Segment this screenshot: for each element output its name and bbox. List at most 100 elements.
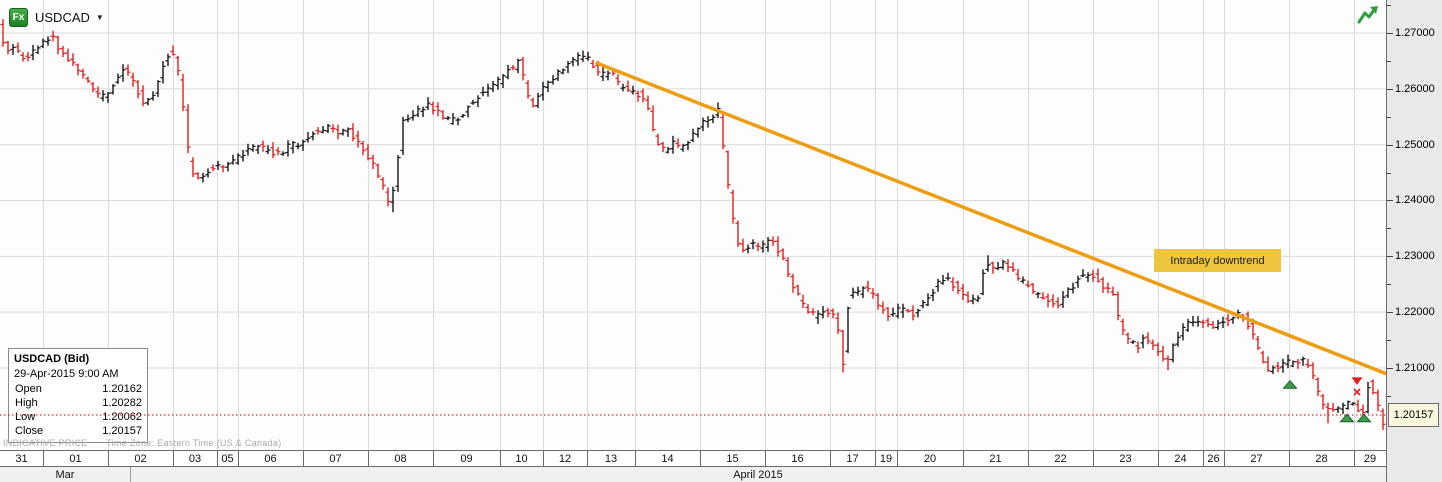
price-tick — [1387, 145, 1393, 146]
price-tick — [1387, 228, 1391, 229]
month-axis: Mar April 2015 — [0, 467, 1386, 482]
chevron-down-icon: ▼ — [95, 13, 104, 22]
day-label: 17 — [846, 452, 859, 465]
trend-arrow-button[interactable] — [1357, 4, 1381, 28]
downtrend-trendline[interactable] — [595, 61, 1386, 376]
day-label: 05 — [221, 452, 234, 465]
price-axis-label: 1.24000 — [1395, 194, 1435, 206]
day-label: 22 — [1054, 452, 1067, 465]
day-separator — [700, 451, 701, 466]
day-separator — [173, 451, 174, 466]
trendline-annotation-label[interactable]: Intraday downtrend — [1154, 249, 1281, 272]
price-axis[interactable]: 1.27000 1.26000 1.25000 1.24000 1.23000 1.220… — [1386, 0, 1442, 482]
price-axis-label: 1.23000 — [1395, 250, 1435, 262]
fx-icon: Fx — [9, 8, 28, 27]
day-separator — [108, 451, 109, 466]
down-triangle-marker — [1351, 377, 1363, 385]
green-zigzag-arrow-icon — [1357, 6, 1378, 24]
ohlc-row: High 1.20282 — [15, 397, 142, 409]
day-label: 12 — [558, 452, 572, 465]
day-label: 21 — [989, 452, 1002, 465]
ohlc-row: Close 1.20157 — [15, 425, 142, 437]
grid-layer — [0, 0, 1386, 450]
day-label: 20 — [923, 452, 937, 465]
day-label: 03 — [188, 452, 202, 465]
day-label: 08 — [394, 452, 407, 465]
up-triangle-marker — [1282, 379, 1298, 389]
tooltip-timestamp: 29-Apr-2015 9:00 AM — [14, 368, 119, 380]
price-tick — [1387, 200, 1393, 201]
day-label: 06 — [264, 452, 277, 465]
day-separator — [1224, 451, 1225, 466]
day-separator — [1289, 451, 1290, 466]
ohlc-row: Open 1.20162 — [15, 383, 142, 395]
day-separator — [43, 451, 44, 466]
day-separator — [368, 451, 369, 466]
day-separator — [433, 451, 434, 466]
date-axis[interactable]: 31 01 02 03 05 06 07 08 09 10 12 13 14 15 16 17 19 20 21 22… — [0, 450, 1386, 467]
price-tick — [1387, 340, 1391, 341]
day-separator — [875, 451, 876, 466]
day-separator — [217, 451, 218, 466]
price-axis-label: 1.27000 — [1395, 27, 1435, 39]
price-tick — [1387, 33, 1393, 34]
signal-markers — [1282, 377, 1372, 423]
month-label: Mar — [55, 468, 75, 481]
tooltip-symbol-title: USDCAD (Bid) — [14, 353, 90, 365]
status-bar: INDICATIVE PRICE Time Zone: Eastern Time… — [3, 438, 298, 450]
day-label: 10 — [515, 452, 528, 465]
month-separator — [130, 467, 131, 482]
day-label: 14 — [661, 452, 674, 465]
price-plot-canvas[interactable] — [0, 0, 1386, 450]
day-separator — [1028, 451, 1029, 466]
ohlc-bars — [0, 19, 1386, 430]
timezone-text: Time Zone: Eastern Time (US & Canada) — [106, 438, 282, 448]
day-label: 16 — [791, 452, 804, 465]
price-tick — [1387, 284, 1391, 285]
price-tick — [1387, 396, 1391, 397]
symbol-selector[interactable]: Fx USDCAD ▼ — [9, 8, 104, 27]
ohlc-row: Low 1.20062 — [15, 411, 142, 423]
day-separator — [1158, 451, 1159, 466]
day-separator — [500, 451, 501, 466]
price-tick — [1387, 61, 1391, 62]
price-axis-label: 1.21000 — [1395, 362, 1435, 374]
symbol-label: USDCAD — [35, 10, 90, 25]
current-price-tag: 1.20157 — [1388, 403, 1439, 427]
indicative-price-text: INDICATIVE PRICE — [3, 438, 88, 448]
month-label: April 2015 — [733, 468, 783, 481]
up-triangle-marker — [1356, 413, 1372, 423]
ohlc-tooltip-panel: USDCAD (Bid) 29-Apr-2015 9:00 AM Open 1.2… — [8, 348, 148, 443]
day-label: 23 — [1119, 452, 1132, 465]
price-axis-label: 1.25000 — [1395, 139, 1435, 151]
day-separator — [543, 451, 544, 466]
day-label: 01 — [69, 452, 82, 465]
x-cross-marker — [1353, 388, 1361, 396]
day-label: 26 — [1207, 452, 1220, 465]
day-separator — [587, 451, 588, 466]
price-tick — [1387, 89, 1393, 90]
day-label: 27 — [1250, 452, 1263, 465]
price-axis-label: 1.22000 — [1395, 306, 1435, 318]
day-label: 28 — [1315, 452, 1328, 465]
day-separator — [1093, 451, 1094, 466]
day-separator — [238, 451, 239, 466]
day-label: 19 — [879, 452, 893, 465]
day-separator — [897, 451, 898, 466]
price-tick — [1387, 256, 1393, 257]
day-label: 31 — [15, 452, 28, 465]
day-separator — [765, 451, 766, 466]
day-label: 29 — [1363, 452, 1377, 465]
day-separator — [830, 451, 831, 466]
price-tick — [1387, 173, 1391, 174]
price-axis-label: 1.26000 — [1395, 83, 1435, 95]
price-tick — [1387, 117, 1391, 118]
day-label: 13 — [604, 452, 618, 465]
day-separator — [1203, 451, 1204, 466]
day-label: 15 — [726, 452, 739, 465]
price-tick — [1387, 5, 1391, 6]
day-separator — [1354, 451, 1355, 466]
day-label: 07 — [329, 452, 342, 465]
price-tick — [1387, 312, 1393, 313]
